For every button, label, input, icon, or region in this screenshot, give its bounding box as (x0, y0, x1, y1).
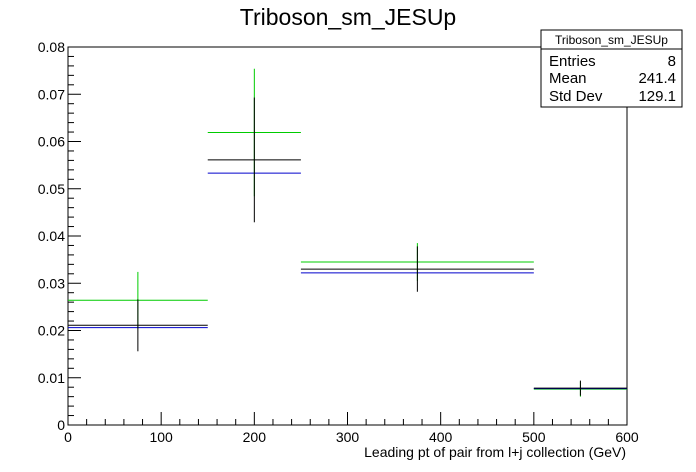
stats-box: Triboson_sm_JESUp Entries 8 Mean 241.4 S… (540, 29, 683, 108)
x-axis: 0 100 200 300 400 500 600 (64, 412, 639, 445)
y-tick-label: 0.05 (38, 181, 65, 197)
x-axis-label: Leading pt of pair from l+j collection (… (364, 444, 626, 460)
y-tick-label: 0.02 (38, 323, 65, 339)
y-tick-label: 0.08 (38, 39, 65, 55)
y-tick-label: 0.06 (38, 134, 65, 150)
stats-entries-label: Entries (549, 53, 596, 70)
y-axis: 0 0.01 0.02 0.03 0.04 0.05 0.06 0.07 0.08 (38, 39, 81, 433)
y-tick-label: 0.04 (38, 228, 65, 244)
stats-stddev-label: Std Dev (549, 88, 603, 105)
stats-stddev-value: 129.1 (638, 88, 676, 105)
stats-mean-label: Mean (549, 70, 587, 87)
x-tick-label: 400 (429, 429, 453, 445)
x-tick-label: 100 (149, 429, 173, 445)
y-tick-label: 0.03 (38, 275, 65, 291)
series-1 (68, 172, 627, 390)
x-tick-label: 200 (243, 429, 267, 445)
x-tick-label: 500 (522, 429, 546, 445)
stats-box-title: Triboson_sm_JESUp (555, 33, 668, 47)
y-tick-label: 0.07 (38, 86, 65, 102)
x-tick-label: 0 (64, 429, 72, 445)
y-tick-label: 0.01 (38, 370, 65, 386)
series-layer (68, 68, 627, 397)
x-tick-label: 300 (336, 429, 360, 445)
x-tick-label: 600 (615, 429, 639, 445)
series-2 (68, 97, 627, 396)
y-tick-label: 0 (57, 417, 65, 433)
stats-entries-value: 8 (668, 53, 676, 70)
stats-box-border (540, 29, 683, 108)
stats-mean-value: 241.4 (638, 70, 676, 87)
series-0 (68, 68, 627, 397)
chart-title: Triboson_sm_JESUp (240, 4, 456, 30)
